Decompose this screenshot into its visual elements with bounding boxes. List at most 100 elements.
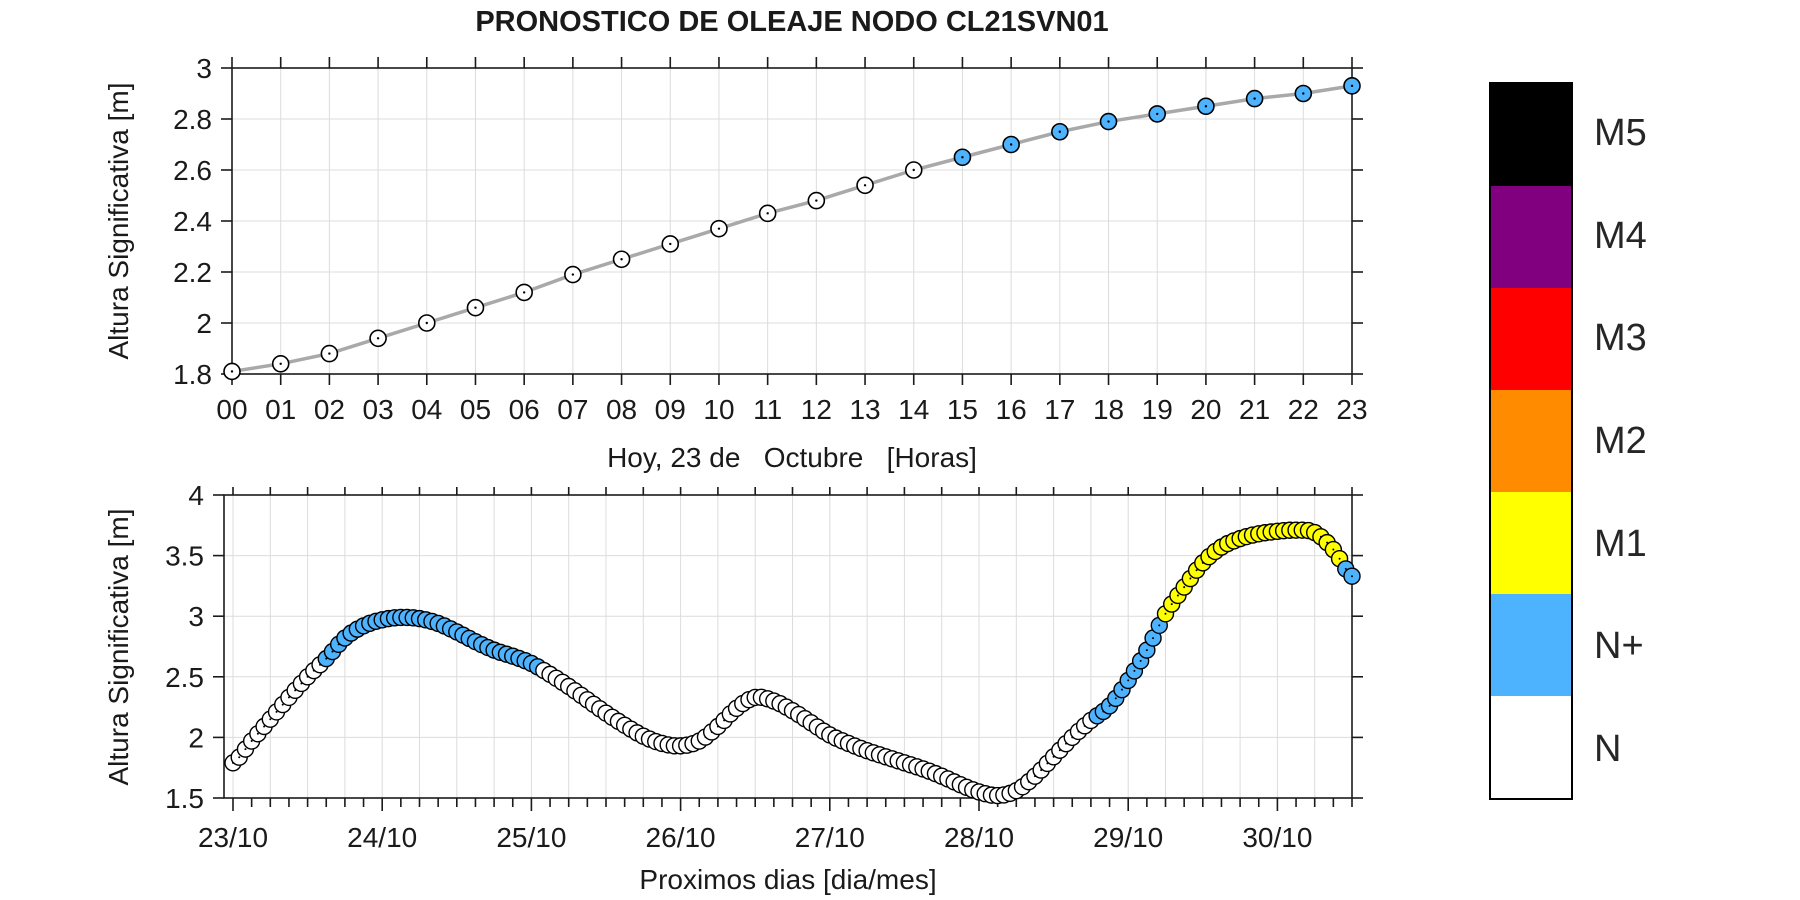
page-title: PRONOSTICO DE OLEAJE NODO CL21SVN01 [475,6,1109,38]
data-point-dot [269,718,272,721]
y-tick-label: 3 [188,601,204,632]
y-tick-label: 2 [196,308,212,339]
data-point-dot [275,710,278,713]
data-point-dot [279,362,282,365]
x-tick-label: 22 [1288,394,1319,425]
y-tick-label: 2.8 [173,104,212,135]
y-tick-label: 2 [188,722,204,753]
markers-today [223,77,1361,381]
y-tick-label: 2.5 [165,662,204,693]
x-tick-label: 17 [1044,394,1075,425]
data-point-dot [1009,143,1013,146]
x-tick-label: 23/10 [198,822,268,853]
data-point-dot [1108,704,1111,707]
y-tick-label: 2.2 [173,257,212,288]
data-point-dot [1253,97,1256,100]
x-tick-label: 12 [801,394,832,425]
data-point-dot [238,756,241,759]
legend-label-M3: M3 [1594,317,1647,360]
bottom-chart-xlabel: Proximos dias [dia/mes] [639,864,937,895]
y-tick-label: 2.6 [173,155,212,186]
data-point-dot [263,725,266,728]
legend-swatch-M5 [1491,84,1571,186]
data-point-dot [331,650,334,653]
x-tick-label: 16 [996,394,1027,425]
x-tick-label: 09 [655,394,686,425]
x-tick-label: 27/10 [795,822,865,853]
legend-swatch-N+ [1491,594,1571,696]
data-point-dot [1183,586,1186,589]
data-point-dot [474,306,477,309]
legend-colorbar [1489,82,1573,800]
x-tick-label: 30/10 [1242,822,1312,853]
data-point-dot [1107,120,1110,123]
data-point-dot [669,242,672,246]
x-tick-label: 11 [753,394,782,425]
data-point-dot [1350,84,1354,88]
data-point-dot [256,732,259,735]
data-point-dot [1133,669,1136,672]
data-point-dot [1176,594,1179,597]
data-point-dot [376,337,380,340]
y-tick-label: 1.8 [173,359,212,390]
data-point-dot [244,748,247,751]
x-tick-label: 19 [1142,394,1173,425]
legend-swatch-N [1491,696,1571,798]
forecast-line-today [231,84,1353,374]
data-point-dot [1351,575,1353,578]
data-point-dot [863,184,867,187]
data-point-dot [1344,567,1347,570]
legend-swatch-M2 [1491,390,1571,492]
legend-label-M4: M4 [1594,214,1647,257]
data-point-dot [1158,624,1161,627]
x-tick-label: 23 [1336,394,1367,425]
data-point-dot [1204,105,1208,108]
grid [231,67,1353,375]
x-tick-label: 20 [1190,394,1221,425]
data-point-dot [571,273,575,276]
data-point-dot [250,740,253,743]
x-tick-label: 18 [1093,394,1124,425]
data-point-dot [1127,679,1130,682]
data-point-dot [717,227,721,230]
markers-week [224,521,1361,805]
data-point-dot [961,156,964,159]
data-point-dot [425,321,428,325]
legend-label-N+: N+ [1594,625,1644,668]
x-tick-label: 25/10 [496,822,566,853]
data-point-dot [1114,697,1117,700]
legend-swatch-M1 [1491,492,1571,594]
top-chart-xlabel: Hoy, 23 de Octubre [Horas] [607,442,977,473]
x-tick-label: 26/10 [646,822,716,853]
data-point-dot [1195,569,1198,572]
x-tick-label: 04 [411,394,442,425]
data-point-dot [328,352,331,355]
data-point-dot [815,199,818,202]
data-point-dot [1189,577,1192,580]
x-tick-label: 10 [703,394,734,425]
x-tick-label: 29/10 [1093,822,1163,853]
data-point-dot [1164,612,1167,615]
x-tick-label: 21 [1239,394,1270,425]
axis-ticks [221,57,1363,385]
x-tick-label: 07 [557,394,588,425]
y-tick-label: 2.4 [173,206,212,237]
data-point-dot [1338,557,1341,560]
data-point-dot [230,370,234,373]
grid [224,494,1353,799]
axis-box [223,494,1353,799]
data-point-dot [1152,637,1155,640]
data-point-dot [1170,603,1173,606]
legend-label-M2: M2 [1594,420,1647,462]
x-tick-label: 06 [509,394,540,425]
legend-label-M1: M1 [1594,522,1647,565]
data-point-dot [522,291,526,294]
data-point-dot [766,212,769,215]
x-tick-label: 05 [460,394,491,425]
data-point-dot [620,258,623,261]
bottom-chart-ylabel: Altura Significativa [m] [103,508,134,786]
x-tick-label: 00 [216,394,247,425]
data-point-dot [1302,92,1305,95]
data-point-dot [281,703,284,706]
